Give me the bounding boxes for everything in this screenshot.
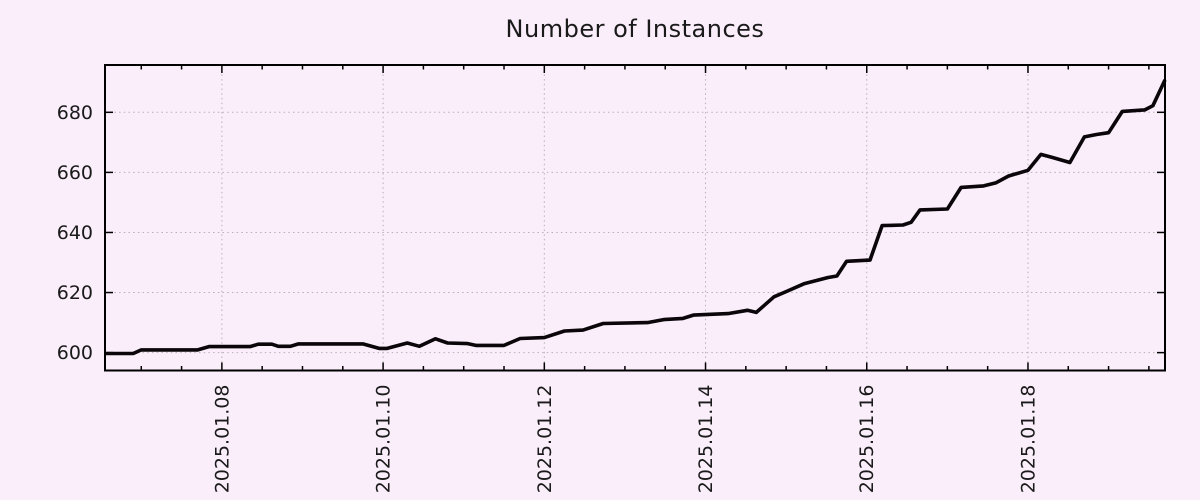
x-tick-label: 2025.01.12 bbox=[534, 385, 556, 494]
y-tick-label: 640 bbox=[57, 222, 93, 244]
series-line bbox=[105, 79, 1167, 356]
x-tick-label: 2025.01.18 bbox=[1017, 385, 1039, 494]
y-tick-label: 620 bbox=[57, 282, 93, 304]
x-tick-label: 2025.01.16 bbox=[856, 385, 878, 494]
x-tick-label: 2025.01.10 bbox=[373, 385, 395, 494]
y-tick-label: 600 bbox=[57, 342, 93, 364]
x-tick-label: 2025.01.14 bbox=[695, 385, 717, 494]
y-tick-label: 680 bbox=[57, 102, 93, 124]
y-tick-label: 660 bbox=[57, 162, 93, 184]
chart-title: Number of Instances bbox=[505, 15, 765, 43]
x-tick-label: 2025.01.08 bbox=[211, 385, 233, 494]
plot-border bbox=[104, 64, 1166, 372]
